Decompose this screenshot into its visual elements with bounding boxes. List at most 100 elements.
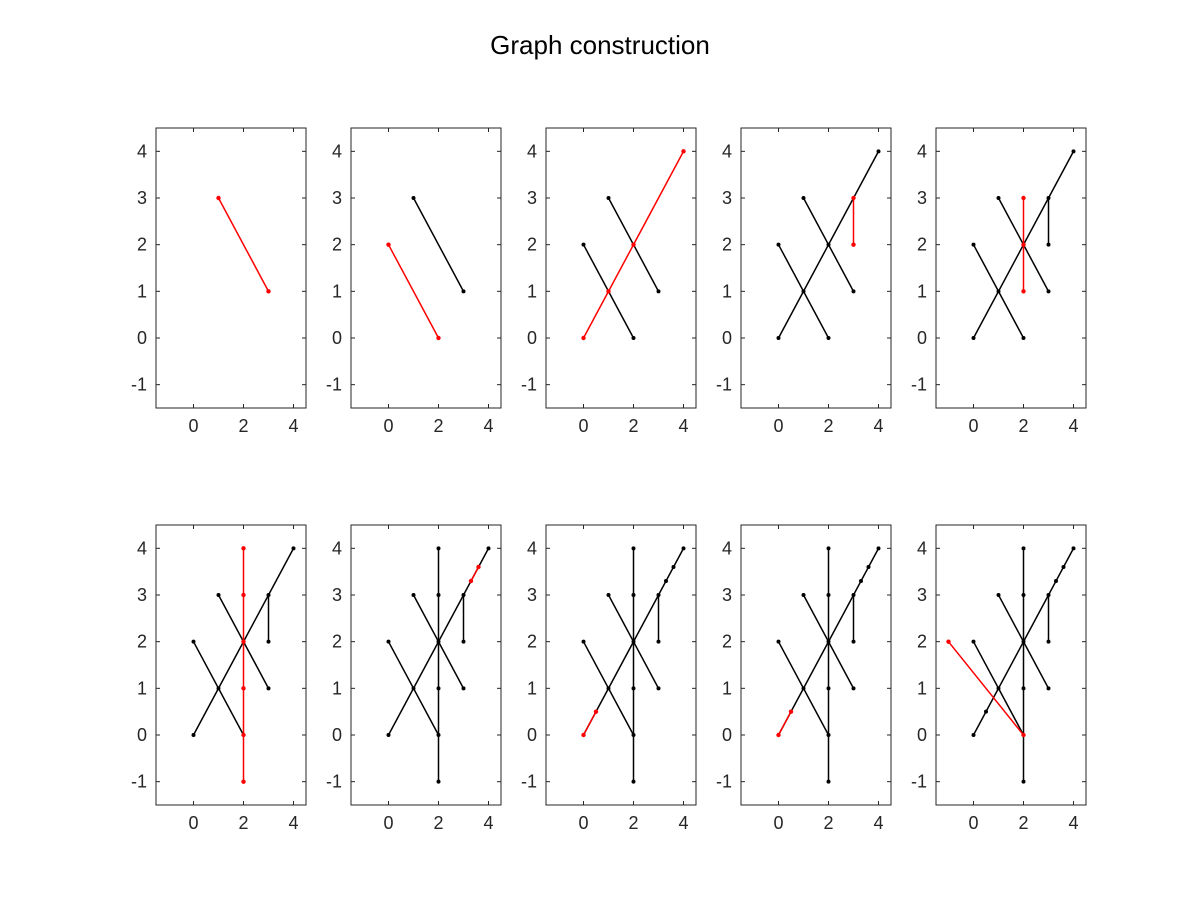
node-new (593, 709, 599, 714)
y-tick-label: 0 (332, 725, 342, 745)
node-existing (1021, 336, 1026, 340)
y-tick-label: 2 (722, 632, 732, 652)
node-new (788, 709, 794, 714)
x-tick-label: 2 (238, 813, 248, 833)
node-new (1021, 732, 1026, 738)
node-new (681, 149, 686, 154)
edge-new (777, 711, 792, 736)
subplot-4: 0 2 4 -1 0 1 2 3 4 (716, 127, 892, 436)
node-existing (461, 686, 466, 691)
x-tick-label: 2 (823, 416, 833, 436)
x-tick-label: 0 (383, 813, 393, 833)
node-new (631, 242, 636, 247)
subplot-3: 0 2 4 -1 0 1 2 3 4 (521, 127, 697, 436)
node-new (776, 732, 781, 738)
x-tick-label: 0 (188, 416, 198, 436)
x-tick-label: 0 (188, 813, 198, 833)
x-tick-label: 4 (678, 416, 688, 436)
node-existing (656, 639, 661, 644)
y-tick-label: 2 (917, 632, 927, 652)
node-existing (436, 546, 441, 551)
x-tick-label: 4 (288, 416, 298, 436)
node-existing (826, 546, 831, 551)
y-tick-label: 1 (917, 281, 927, 301)
node-existing (606, 196, 611, 200)
node-existing (216, 686, 221, 691)
node-existing (851, 686, 856, 691)
y-tick-label: 3 (137, 188, 147, 208)
y-tick-label: 3 (527, 585, 537, 605)
node-existing (996, 196, 1001, 200)
node-new (1021, 242, 1026, 247)
node-existing (851, 289, 856, 294)
node-existing (801, 196, 806, 200)
node-existing (631, 686, 636, 691)
y-tick-label: 0 (722, 725, 732, 745)
y-tick-label: 2 (917, 235, 927, 255)
y-tick-label: 4 (722, 538, 732, 558)
edge-new (582, 711, 597, 736)
node-existing (801, 593, 806, 597)
node-existing (461, 639, 466, 644)
x-tick-label: 4 (873, 416, 883, 436)
node-existing (606, 686, 611, 691)
node-existing (266, 686, 271, 691)
y-tick-label: -1 (716, 772, 732, 792)
y-tick-label: -1 (131, 375, 147, 395)
node-existing (1046, 289, 1051, 294)
x-tick-label: 2 (628, 813, 638, 833)
node-new (851, 242, 856, 247)
node-existing (581, 242, 586, 247)
x-tick-label: 0 (968, 416, 978, 436)
node-existing (681, 546, 686, 551)
node-existing (1046, 196, 1051, 200)
y-tick-label: 3 (527, 188, 537, 208)
node-existing (436, 639, 441, 644)
node-existing (1021, 779, 1026, 784)
y-tick-label: 1 (722, 678, 732, 698)
subplot-1: 0 2 4 -1 0 1 2 3 4 (131, 127, 307, 436)
subplot-9: 0 2 4 -1 0 1 2 3 4 (716, 524, 892, 833)
node-existing (971, 242, 976, 247)
axes-box (155, 127, 307, 409)
node-new (1021, 195, 1026, 201)
x-tick-label: 2 (433, 416, 443, 436)
y-tick-label: 2 (527, 632, 537, 652)
edge-new (217, 197, 270, 292)
x-tick-label: 2 (823, 813, 833, 833)
node-existing (266, 593, 271, 597)
x-tick-label: 2 (433, 813, 443, 833)
node-existing (876, 546, 881, 551)
x-tick-label: 0 (968, 813, 978, 833)
node-existing (1061, 565, 1066, 569)
node-existing (826, 779, 831, 784)
node-existing (1046, 686, 1051, 691)
node-existing (656, 686, 661, 691)
node-existing (1046, 639, 1051, 644)
y-tick-label: 4 (527, 141, 537, 161)
node-new (241, 592, 246, 598)
x-tick-label: 0 (578, 813, 588, 833)
x-tick-label: 4 (678, 813, 688, 833)
node-new (241, 779, 246, 784)
edge-existing (412, 197, 465, 292)
node-new (241, 546, 246, 551)
y-tick-label: 4 (722, 141, 732, 161)
x-tick-label: 4 (873, 813, 883, 833)
y-tick-label: 0 (137, 328, 147, 348)
node-existing (436, 733, 441, 737)
y-tick-label: -1 (326, 375, 342, 395)
node-new (851, 195, 856, 201)
node-existing (826, 242, 831, 247)
node-existing (859, 579, 863, 583)
x-tick-label: 0 (773, 813, 783, 833)
node-existing (1021, 593, 1026, 597)
node-existing (266, 639, 271, 644)
subplot-6: 0 2 4 -1 0 1 2 3 4 (131, 524, 307, 833)
node-existing (411, 593, 416, 597)
node-existing (996, 289, 1001, 294)
y-tick-label: 3 (917, 585, 927, 605)
node-existing (1046, 593, 1051, 597)
y-tick-label: 3 (332, 585, 342, 605)
node-existing (996, 593, 1001, 597)
